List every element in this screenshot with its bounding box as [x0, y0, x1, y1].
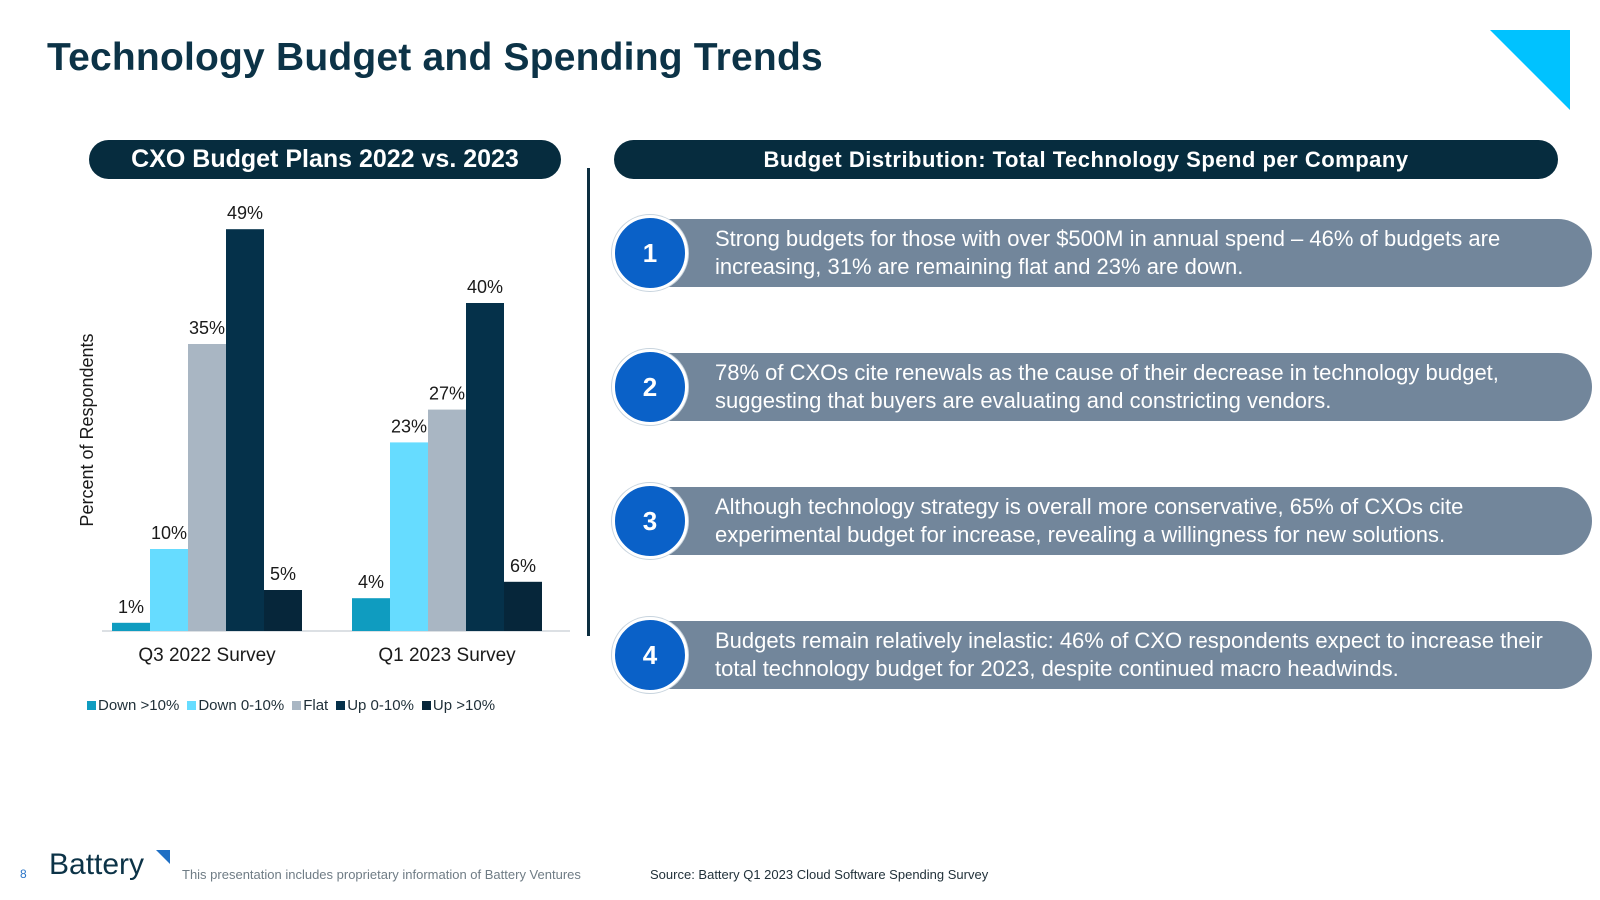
legend-label-down-10: Down >10% — [98, 697, 180, 714]
bar-q1-2023-survey-down-0-10 — [390, 442, 428, 631]
data-label-q3-2022-survey-down-10: 1% — [118, 597, 144, 617]
point-text-1: Strong budgets for those with over $500M… — [715, 226, 1501, 279]
legend-label-up-0-10: Up 0-10% — [347, 697, 414, 714]
logo-mark-icon — [156, 850, 170, 864]
legend-item-flat: Flat — [292, 697, 328, 714]
legend-label-down-0-10: Down 0-10% — [198, 697, 285, 714]
point-bar-2: 78% of CXOs cite renewals as the cause o… — [667, 353, 1592, 421]
data-label-q1-2023-survey-down-10: 4% — [358, 572, 384, 592]
category-label-q3-2022-survey: Q3 2022 Survey — [138, 645, 276, 666]
point-bar-4: Budgets remain relatively inelastic: 46%… — [667, 621, 1592, 689]
bar-q3-2022-survey-flat — [188, 344, 226, 631]
legend-label-up-10: Up >10% — [432, 697, 496, 714]
bar-q3-2022-survey-up-0-10 — [226, 229, 264, 631]
legend-item-up-0-10: Up 0-10% — [336, 697, 414, 714]
point-card-1: Strong budgets for those with over $500M… — [612, 215, 1592, 291]
legend-item-up-10: Up >10% — [421, 697, 496, 714]
legend-swatch-up-0-10 — [336, 701, 346, 710]
point-number-1: 1 — [612, 215, 688, 291]
y-axis-label: Percent of Respondents — [77, 333, 97, 526]
disclaimer-text: This presentation includes proprietary i… — [182, 867, 581, 882]
point-bar-3: Although technology strategy is overall … — [667, 487, 1592, 555]
point-card-2: 78% of CXOs cite renewals as the cause o… — [612, 349, 1592, 425]
point-number-2: 2 — [612, 349, 688, 425]
battery-logo: Battery — [49, 848, 145, 881]
data-label-q3-2022-survey-up-0-10: 49% — [227, 203, 263, 223]
point-text-4: Budgets remain relatively inelastic: 46%… — [715, 628, 1543, 681]
point-text-2: 78% of CXOs cite renewals as the cause o… — [715, 360, 1499, 413]
legend-swatch-down-10 — [87, 701, 96, 710]
bar-q1-2023-survey-up-10 — [504, 581, 542, 631]
data-label-q3-2022-survey-up-10: 5% — [270, 564, 296, 584]
legend-swatch-down-0-10 — [187, 701, 197, 710]
data-label-q1-2023-survey-flat: 27% — [429, 384, 465, 404]
data-label-q3-2022-survey-flat: 35% — [189, 318, 225, 338]
page-title: Technology Budget and Spending Trends — [47, 36, 823, 79]
corner-accent-triangle — [1490, 30, 1570, 110]
bar-chart-svg: Percent of Respondents 1% 10% 35% 49% 5% Q3 2… — [77, 203, 570, 666]
data-label-q1-2023-survey-up-10: 6% — [510, 556, 536, 576]
data-label-q1-2023-survey-up-0-10: 40% — [467, 277, 503, 297]
category-label-q1-2023-survey: Q1 2023 Survey — [378, 645, 516, 666]
point-card-3: Although technology strategy is overall … — [612, 483, 1592, 559]
legend-label-flat: Flat — [303, 697, 329, 714]
point-number-4: 4 — [612, 617, 688, 693]
point-text-3: Although technology strategy is overall … — [715, 494, 1464, 547]
source-text: Source: Battery Q1 2023 Cloud Software S… — [650, 867, 989, 882]
legend-item-down-10: Down >10% — [87, 697, 179, 714]
data-label-q3-2022-survey-down-0-10: 10% — [151, 523, 187, 543]
budget-plans-chart: Percent of Respondents 1% 10% 35% 49% 5% Q3 2… — [70, 180, 580, 720]
point-bar-1: Strong budgets for those with over $500M… — [667, 219, 1592, 287]
bar-q3-2022-survey-down-10 — [112, 622, 150, 631]
bar-q1-2023-survey-flat — [428, 409, 466, 631]
chart-legend: Down >10% Down 0-10% Flat Up 0-10% Up >10% — [87, 697, 495, 714]
legend-item-down-0-10: Down 0-10% — [187, 697, 284, 714]
point-number-3: 3 — [612, 483, 688, 559]
legend-swatch-up-10 — [421, 701, 431, 710]
bar-q3-2022-survey-up-10 — [264, 590, 302, 631]
section-divider — [587, 168, 590, 636]
distribution-section-header: Budget Distribution: Total Technology Sp… — [614, 140, 1558, 179]
point-card-4: Budgets remain relatively inelastic: 46%… — [612, 617, 1592, 693]
page-number: 8 — [20, 867, 27, 881]
bar-q1-2023-survey-up-0-10 — [466, 303, 504, 631]
data-label-q1-2023-survey-down-0-10: 23% — [391, 416, 427, 436]
bar-q3-2022-survey-down-0-10 — [150, 549, 188, 631]
chart-section-header: CXO Budget Plans 2022 vs. 2023 — [89, 140, 561, 179]
legend-swatch-flat — [292, 701, 302, 710]
bar-q1-2023-survey-down-10 — [352, 598, 390, 631]
